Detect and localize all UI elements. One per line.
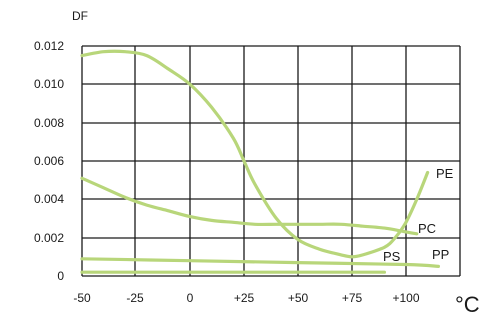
x-tick-label: +25 [234, 291, 255, 305]
x-tick-label: 0 [187, 291, 194, 305]
series-label-pe: PE [436, 166, 454, 181]
y-axis-title: DF [72, 9, 88, 23]
y-tick-label: 0.004 [34, 192, 64, 206]
series-label-pc: PC [418, 221, 436, 236]
series-label-pp: PP [432, 247, 449, 262]
x-tick-label: -50 [73, 291, 91, 305]
series-line-pp [80, 257, 440, 268]
y-tick-label: 0.006 [34, 154, 64, 168]
x-tick-label: +100 [392, 291, 419, 305]
y-tick-label: 0 [57, 269, 64, 283]
y-tick-label: 0.010 [34, 77, 64, 91]
y-tick-label: 0.002 [34, 231, 64, 245]
curves [80, 49, 440, 274]
x-tick-label: +75 [342, 291, 363, 305]
series-label-ps: PS [383, 249, 401, 264]
x-axis-unit: °C [455, 292, 480, 317]
x-tick-label: +50 [288, 291, 309, 305]
y-tick-label: 0.012 [34, 39, 64, 53]
x-tick-label: -25 [126, 291, 144, 305]
series-line-pc [80, 176, 419, 236]
grid [81, 45, 461, 277]
series-line-pe [80, 49, 430, 259]
labels: 0.012 0.010 0.008 0.006 0.004 0.002 0 -50 -25 0 +2… [34, 9, 480, 317]
y-tick-label: 0.008 [34, 116, 64, 130]
